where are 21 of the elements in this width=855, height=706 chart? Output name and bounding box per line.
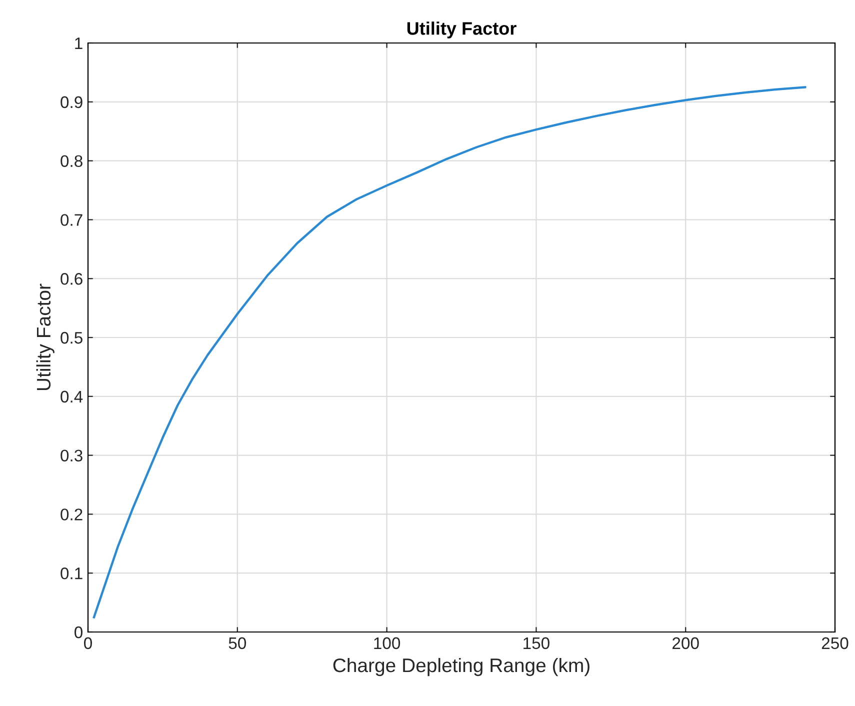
y-tick-label: 0.7 <box>60 214 82 226</box>
x-tick-label: 50 <box>228 637 246 650</box>
y-tick-label: 0.9 <box>60 96 82 108</box>
y-tick-label: 0.5 <box>60 332 82 344</box>
y-tick-label: 0.8 <box>60 155 82 168</box>
x-tick-label: 100 <box>374 637 400 650</box>
x-tick-label: 250 <box>822 637 848 650</box>
y-tick-label: 0.4 <box>60 390 83 403</box>
x-tick-label: 0 <box>84 637 92 650</box>
x-tick-label: 150 <box>524 637 550 650</box>
y-tick-label: 0.1 <box>60 568 82 580</box>
y-tick-label: 0.3 <box>60 450 82 462</box>
chart-title: Utility Factor <box>407 22 516 38</box>
y-tick-label: 0.6 <box>60 273 82 285</box>
line-series <box>92 86 806 618</box>
x-axis-title: Charge Depleting Range (km) <box>333 658 590 676</box>
y-tick-label: 0 <box>74 626 82 638</box>
x-tick-label: 200 <box>672 637 699 650</box>
y-axis-title: Utility Factor <box>36 284 54 390</box>
y-tick-label: 0.2 <box>60 508 82 520</box>
y-tick-label: 1 <box>75 38 82 50</box>
